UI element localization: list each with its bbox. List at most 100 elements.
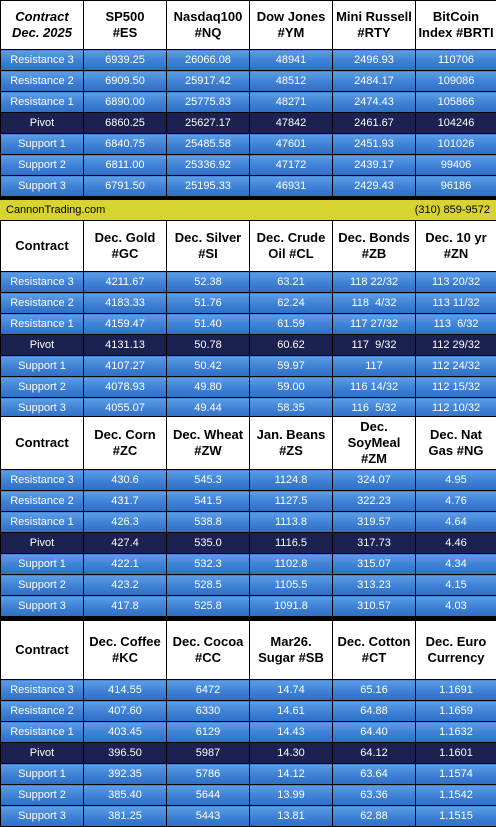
level-value: 4.95 (416, 470, 496, 491)
level-value: 1124.8 (250, 470, 333, 491)
column-header-line: Dec. Cocoa (167, 634, 249, 650)
corner-label-line: Dec. 2025 (1, 25, 83, 41)
level-value: 528.5 (167, 575, 250, 596)
level-value: 62.24 (250, 293, 333, 314)
level-value: 1.1659 (416, 701, 496, 722)
level-value: 49.80 (167, 377, 250, 398)
level-value: 381.25 (84, 806, 167, 827)
level-value: 14.61 (250, 701, 333, 722)
level-value: 25336.92 (167, 155, 250, 176)
level-value: 65.16 (333, 680, 416, 701)
level-value: 52.38 (167, 272, 250, 293)
level-value: 25485.58 (167, 134, 250, 155)
level-value: 538.8 (167, 512, 250, 533)
column-header-line: #ZW (167, 443, 249, 459)
level-value: 4211.67 (84, 272, 167, 293)
column-header-line: Dec. 10 yr (416, 230, 496, 246)
level-value: 5644 (167, 785, 250, 806)
level-value: 113 6/32 (416, 314, 496, 335)
level-value: 324.07 (333, 470, 416, 491)
column-header: Dec. Gold#GC (84, 221, 167, 272)
column-header-line: Gas #NG (416, 443, 496, 459)
level-value: 50.42 (167, 356, 250, 377)
row-label: Support 3 (1, 596, 84, 617)
column-header-line: BitCoin (416, 9, 496, 25)
level-value: 2474.43 (333, 92, 416, 113)
level-value: 64.88 (333, 701, 416, 722)
level-value: 50.78 (167, 335, 250, 356)
row-label: Support 1 (1, 764, 84, 785)
level-value: 2439.17 (333, 155, 416, 176)
level-value: 4.46 (416, 533, 496, 554)
level-value: 26066.08 (167, 50, 250, 71)
column-header-line: Dec. Cotton (333, 634, 415, 650)
level-value: 5786 (167, 764, 250, 785)
column-header-line: #ZB (333, 246, 415, 262)
column-header-line: #RTY (333, 25, 415, 41)
level-value: 1.1515 (416, 806, 496, 827)
level-value: 105866 (416, 92, 496, 113)
level-value: 417.8 (84, 596, 167, 617)
row-label: Pivot (1, 743, 84, 764)
column-header: SP500#ES (84, 1, 167, 50)
level-value: 5987 (167, 743, 250, 764)
level-value: 13.99 (250, 785, 333, 806)
level-value: 14.43 (250, 722, 333, 743)
column-header-line: #ZS (250, 443, 332, 459)
row-label: Resistance 2 (1, 293, 84, 314)
level-value: 4.15 (416, 575, 496, 596)
column-header: Jan. Beans#ZS (250, 417, 333, 470)
level-value: 48512 (250, 71, 333, 92)
row-label: Support 2 (1, 785, 84, 806)
column-header-line: #YM (250, 25, 332, 41)
corner-label-line: Contract (1, 9, 83, 25)
level-value: 47842 (250, 113, 333, 134)
level-value: 535.0 (167, 533, 250, 554)
level-value: 51.76 (167, 293, 250, 314)
corner-label: Contract (1, 621, 84, 680)
level-value: 99406 (416, 155, 496, 176)
column-header: Dow Jones#YM (250, 1, 333, 50)
level-value: 4.76 (416, 491, 496, 512)
column-header-line: Dec. Nat (416, 427, 496, 443)
column-header: Nasdaq100#NQ (167, 1, 250, 50)
level-value: 4.34 (416, 554, 496, 575)
level-value: 6909.50 (84, 71, 167, 92)
level-value: 96186 (416, 176, 496, 197)
level-value: 59.97 (250, 356, 333, 377)
level-value: 1105.5 (250, 575, 333, 596)
column-header-line: Mini Russell (333, 9, 415, 25)
contact-banner: CannonTrading.com (310) 859-9572 (0, 200, 496, 220)
level-value: 1.1632 (416, 722, 496, 743)
column-header-line: Oil #CL (250, 246, 332, 262)
column-header: Dec. Bonds#ZB (333, 221, 416, 272)
level-value: 14.12 (250, 764, 333, 785)
column-header-line: Dec. Corn (84, 427, 166, 443)
column-header-line: SoyMeal (333, 435, 415, 451)
level-value: 407.60 (84, 701, 167, 722)
level-value: 63.36 (333, 785, 416, 806)
corner-label-line: Contract (1, 435, 83, 451)
level-value: 51.40 (167, 314, 250, 335)
corner-label: Contract (1, 417, 84, 470)
column-header-line: #KC (84, 650, 166, 666)
level-value: 118 4/32 (333, 293, 416, 314)
corner-label-line: Contract (1, 238, 83, 254)
